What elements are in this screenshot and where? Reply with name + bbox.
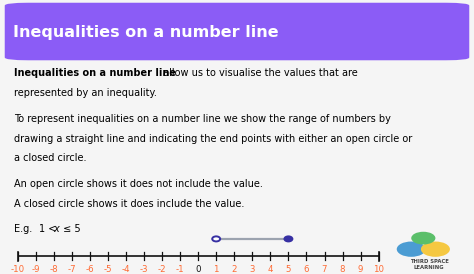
Text: allow us to visualise the values that are: allow us to visualise the values that ar…	[160, 68, 358, 78]
Text: ≤ 5: ≤ 5	[60, 224, 81, 234]
Text: LEARNING: LEARNING	[414, 265, 444, 270]
Text: represented by an inequality.: represented by an inequality.	[14, 88, 157, 98]
Circle shape	[212, 236, 220, 241]
Text: -10: -10	[10, 265, 25, 274]
Text: 7: 7	[322, 265, 327, 274]
Text: 10: 10	[373, 265, 384, 274]
Text: THIRD SPACE: THIRD SPACE	[410, 259, 448, 264]
Circle shape	[411, 232, 436, 244]
Text: -4: -4	[122, 265, 130, 274]
Text: 2: 2	[231, 265, 237, 274]
Text: E.g.: E.g.	[14, 224, 39, 234]
Text: -6: -6	[85, 265, 94, 274]
Text: a closed circle.: a closed circle.	[14, 153, 87, 163]
Text: A closed circle shows it does include the value.: A closed circle shows it does include th…	[14, 199, 245, 209]
Text: -5: -5	[103, 265, 112, 274]
Text: 9: 9	[358, 265, 364, 274]
Text: -1: -1	[176, 265, 184, 274]
Text: An open circle shows it does not include the value.: An open circle shows it does not include…	[14, 179, 264, 189]
Text: -2: -2	[158, 265, 166, 274]
Text: 1: 1	[213, 265, 219, 274]
Text: Inequalities on a number line: Inequalities on a number line	[14, 68, 176, 78]
Text: x: x	[53, 224, 59, 234]
Text: -8: -8	[49, 265, 58, 274]
Text: To represent inequalities on a number line we show the range of numbers by: To represent inequalities on a number li…	[14, 114, 392, 124]
Text: 6: 6	[304, 265, 309, 274]
Text: 5: 5	[286, 265, 291, 274]
Text: 1 <: 1 <	[38, 224, 59, 234]
Text: Inequalities on a number line: Inequalities on a number line	[13, 25, 279, 40]
Text: 3: 3	[249, 265, 255, 274]
Circle shape	[284, 236, 292, 241]
Text: -9: -9	[31, 265, 40, 274]
Text: drawing a straight line and indicating the end points with either an open circle: drawing a straight line and indicating t…	[14, 133, 413, 144]
Text: 0: 0	[195, 265, 201, 274]
Text: -3: -3	[140, 265, 148, 274]
Text: 8: 8	[340, 265, 346, 274]
Circle shape	[397, 242, 426, 257]
FancyBboxPatch shape	[5, 3, 469, 60]
Circle shape	[421, 242, 450, 257]
Text: -7: -7	[67, 265, 76, 274]
Text: 4: 4	[268, 265, 273, 274]
